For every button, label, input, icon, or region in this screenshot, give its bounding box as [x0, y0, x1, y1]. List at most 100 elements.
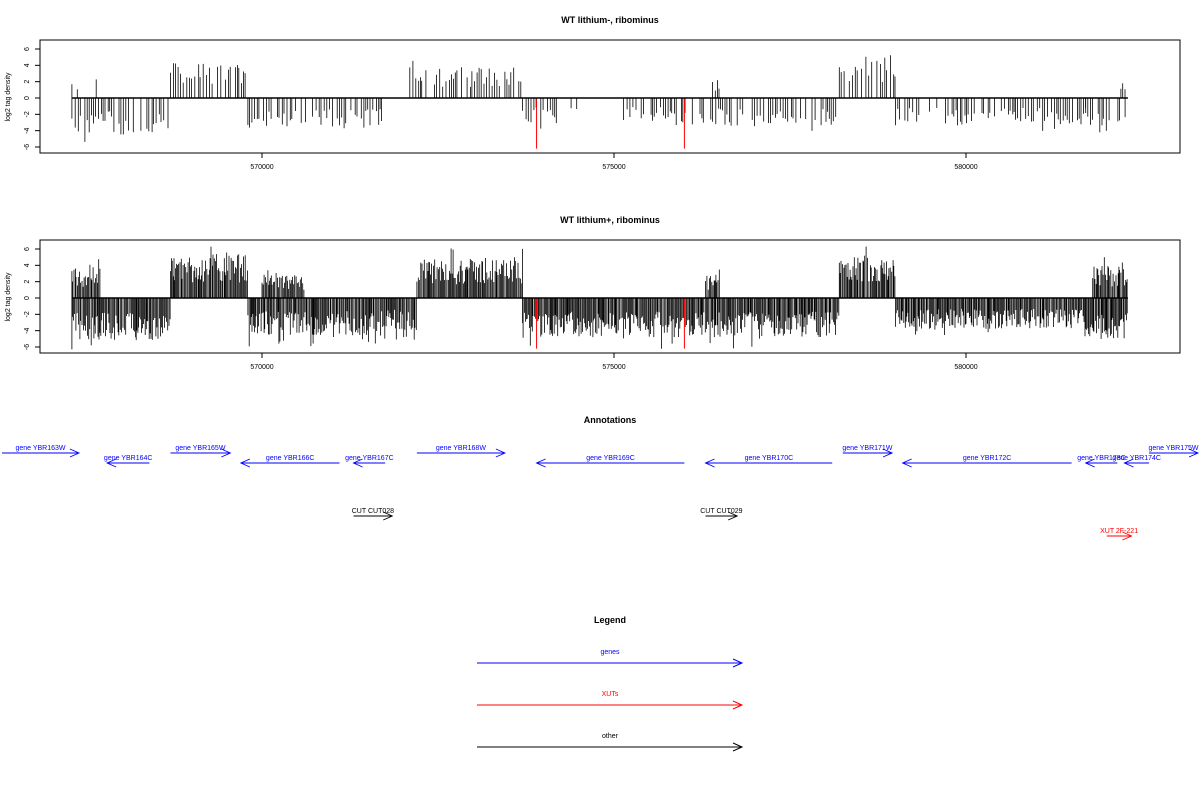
x-tick-label: 570000	[250, 364, 273, 371]
gene-feature: gene YBR166C	[239, 455, 340, 468]
red-markers	[536, 298, 685, 349]
gene-arrow-head	[106, 458, 117, 468]
gene-feature: gene YBR164C	[104, 455, 153, 468]
x-axis-ticks: 570000 575000 580000	[250, 352, 978, 371]
x-tick-label: 575000	[602, 364, 625, 371]
gene-label: gene YBR168W	[436, 445, 486, 452]
gene-feature: gene YBR163W	[2, 445, 81, 458]
gene-label: gene YBR171W	[842, 445, 892, 452]
gene-label: gene YBR174C	[1112, 455, 1161, 462]
y-tick-label: -2	[24, 311, 31, 317]
x-tick-label: 580000	[954, 364, 977, 371]
legend-item-other: other	[477, 733, 744, 752]
legend-arrow-head	[732, 658, 744, 668]
legend-item-genes: genes	[477, 649, 744, 668]
gene-arrow-head	[1123, 458, 1134, 468]
xut-arrow-head	[1122, 531, 1133, 541]
y-tick-label: 0	[24, 96, 31, 100]
gene-arrow-head	[882, 448, 894, 458]
legend-label: other	[602, 733, 619, 740]
plot-frame	[39, 39, 1181, 154]
y-tick-label: 2	[24, 80, 31, 84]
gene-feature: gene YBR174C	[1112, 455, 1161, 468]
gene-feature: gene YBR170C	[704, 455, 833, 468]
gene-label: gene YBR175W	[1148, 445, 1198, 452]
gene-feature: gene YBR171W	[842, 445, 894, 458]
gene-arrow-head	[1188, 448, 1200, 458]
gene-label: gene YBR169C	[586, 455, 635, 462]
cut-features: CUT CUT028 CUT CUT029	[352, 508, 743, 521]
y-axis-ticks: -6 -4 -2 0 2 4 6	[24, 247, 41, 350]
y-tick-label: -6	[24, 344, 31, 350]
y-tick-label: 6	[24, 47, 31, 51]
cut-arrow-head	[383, 511, 394, 521]
legend: Legend genes XUTs other	[477, 615, 744, 752]
gene-arrow-head	[69, 448, 81, 458]
gene-features: gene YBR163W gene YBR164C gene YBR165W gene…	[2, 445, 1200, 468]
gene-arrow-head	[901, 458, 912, 468]
gene-arrow-head	[1084, 458, 1095, 468]
panel-title: WT lithium+, ribominus	[560, 215, 660, 225]
cut-arrow-head	[728, 511, 739, 521]
gene-feature: gene YBR165W	[170, 445, 232, 458]
y-tick-label: 4	[24, 263, 31, 267]
gene-arrow-head	[352, 458, 363, 468]
y-tick-label: -2	[24, 111, 31, 117]
y-axis-label: log2 tag density	[5, 272, 12, 322]
gene-label: gene YBR173C	[1077, 455, 1126, 462]
y-tick-label: 6	[24, 247, 31, 251]
xut-label: XUT 2F-221	[1100, 528, 1138, 535]
y-tick-label: -4	[24, 327, 31, 333]
y-axis-label: log2 tag density	[5, 72, 12, 122]
gene-feature: gene YBR169C	[535, 455, 685, 468]
legend-arrow-head	[732, 700, 744, 710]
gene-feature: gene YBR172C	[901, 455, 1072, 468]
y-tick-label: 0	[24, 296, 31, 300]
gene-label: gene YBR166C	[266, 455, 315, 462]
y-tick-label: 2	[24, 280, 31, 284]
gene-label: gene YBR164C	[104, 455, 153, 462]
gene-arrow-head	[495, 448, 506, 458]
legend-title: Legend	[594, 615, 626, 625]
gene-feature: gene YBR173C	[1077, 455, 1126, 468]
legend-arrow-head	[732, 742, 744, 752]
x-tick-label: 570000	[250, 164, 273, 171]
gene-feature: gene YBR167C	[345, 455, 394, 468]
panel-title: WT lithium-, ribominus	[561, 15, 659, 25]
red-markers	[536, 98, 685, 149]
gene-arrow-head	[221, 448, 232, 458]
x-axis-ticks: 570000 575000 580000	[250, 152, 978, 171]
gene-feature: gene YBR175W	[1148, 445, 1200, 458]
gene-arrow-head	[239, 458, 251, 468]
y-axis-ticks: -6 -4 -2 0 2 4 6	[24, 47, 41, 150]
coverage-panel-lithium-plus: WT lithium+, ribominus log2 tag density …	[5, 215, 1181, 371]
gene-label: gene YBR172C	[963, 455, 1012, 462]
gene-arrow-head	[535, 458, 546, 468]
legend-label: XUTs	[602, 691, 619, 698]
gene-label: gene YBR163W	[15, 445, 65, 452]
xut-feature: XUT 2F-221	[1100, 528, 1138, 541]
coverage-bars	[71, 246, 1128, 350]
x-tick-label: 575000	[602, 164, 625, 171]
cut-feature: CUT CUT029	[700, 508, 743, 521]
x-tick-label: 580000	[954, 164, 977, 171]
legend-label: genes	[600, 649, 620, 656]
legend-item-xuts: XUTs	[477, 691, 744, 710]
cut-feature: CUT CUT028	[352, 508, 394, 521]
y-tick-label: 4	[24, 63, 31, 67]
legend-items: genes XUTs other	[477, 649, 744, 752]
annotations-title: Annotations	[584, 415, 637, 425]
y-tick-label: -6	[24, 144, 31, 150]
xut-features: XUT 2F-221	[1100, 528, 1138, 541]
gene-label: gene YBR165W	[175, 445, 225, 452]
gene-arrow-head	[704, 458, 715, 468]
coverage-panel-lithium-minus: WT lithium-, ribominus log2 tag density …	[5, 15, 1181, 171]
cut-label: CUT CUT028	[352, 508, 394, 515]
y-tick-label: -4	[24, 127, 31, 133]
gene-feature: gene YBR168W	[416, 445, 506, 458]
cut-label: CUT CUT029	[700, 508, 742, 515]
coverage-bars	[71, 55, 1126, 142]
gene-label: gene YBR167C	[345, 455, 394, 462]
